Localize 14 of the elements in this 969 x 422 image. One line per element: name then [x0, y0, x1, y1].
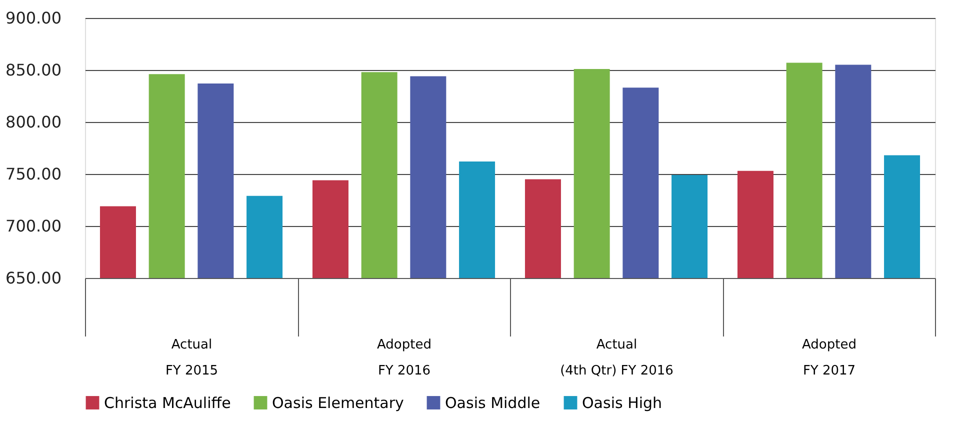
x-tick-label: Actual FY 2015 — [165, 338, 218, 378]
y-tick-label: 750.00 — [6, 164, 62, 184]
y-tick-label: 900.00 — [6, 8, 62, 28]
legend-label: Oasis High — [582, 394, 662, 412]
x-tick-label: Adopted FY 2016 — [377, 338, 432, 378]
y-tick-label: 850.00 — [6, 60, 62, 80]
y-tick-label: 650.00 — [6, 268, 62, 288]
y-tick-label: 800.00 — [6, 112, 62, 132]
legend-label: Oasis Elementary — [272, 394, 404, 412]
x-tick-label: Actual (4th Qtr) FY 2016 — [560, 338, 674, 378]
y-tick-label: 700.00 — [6, 216, 62, 236]
legend-label: Oasis Middle — [445, 394, 540, 412]
x-tick-label: Adopted FY 2017 — [802, 338, 856, 378]
legend-label: Christa McAuliffe — [104, 394, 231, 412]
